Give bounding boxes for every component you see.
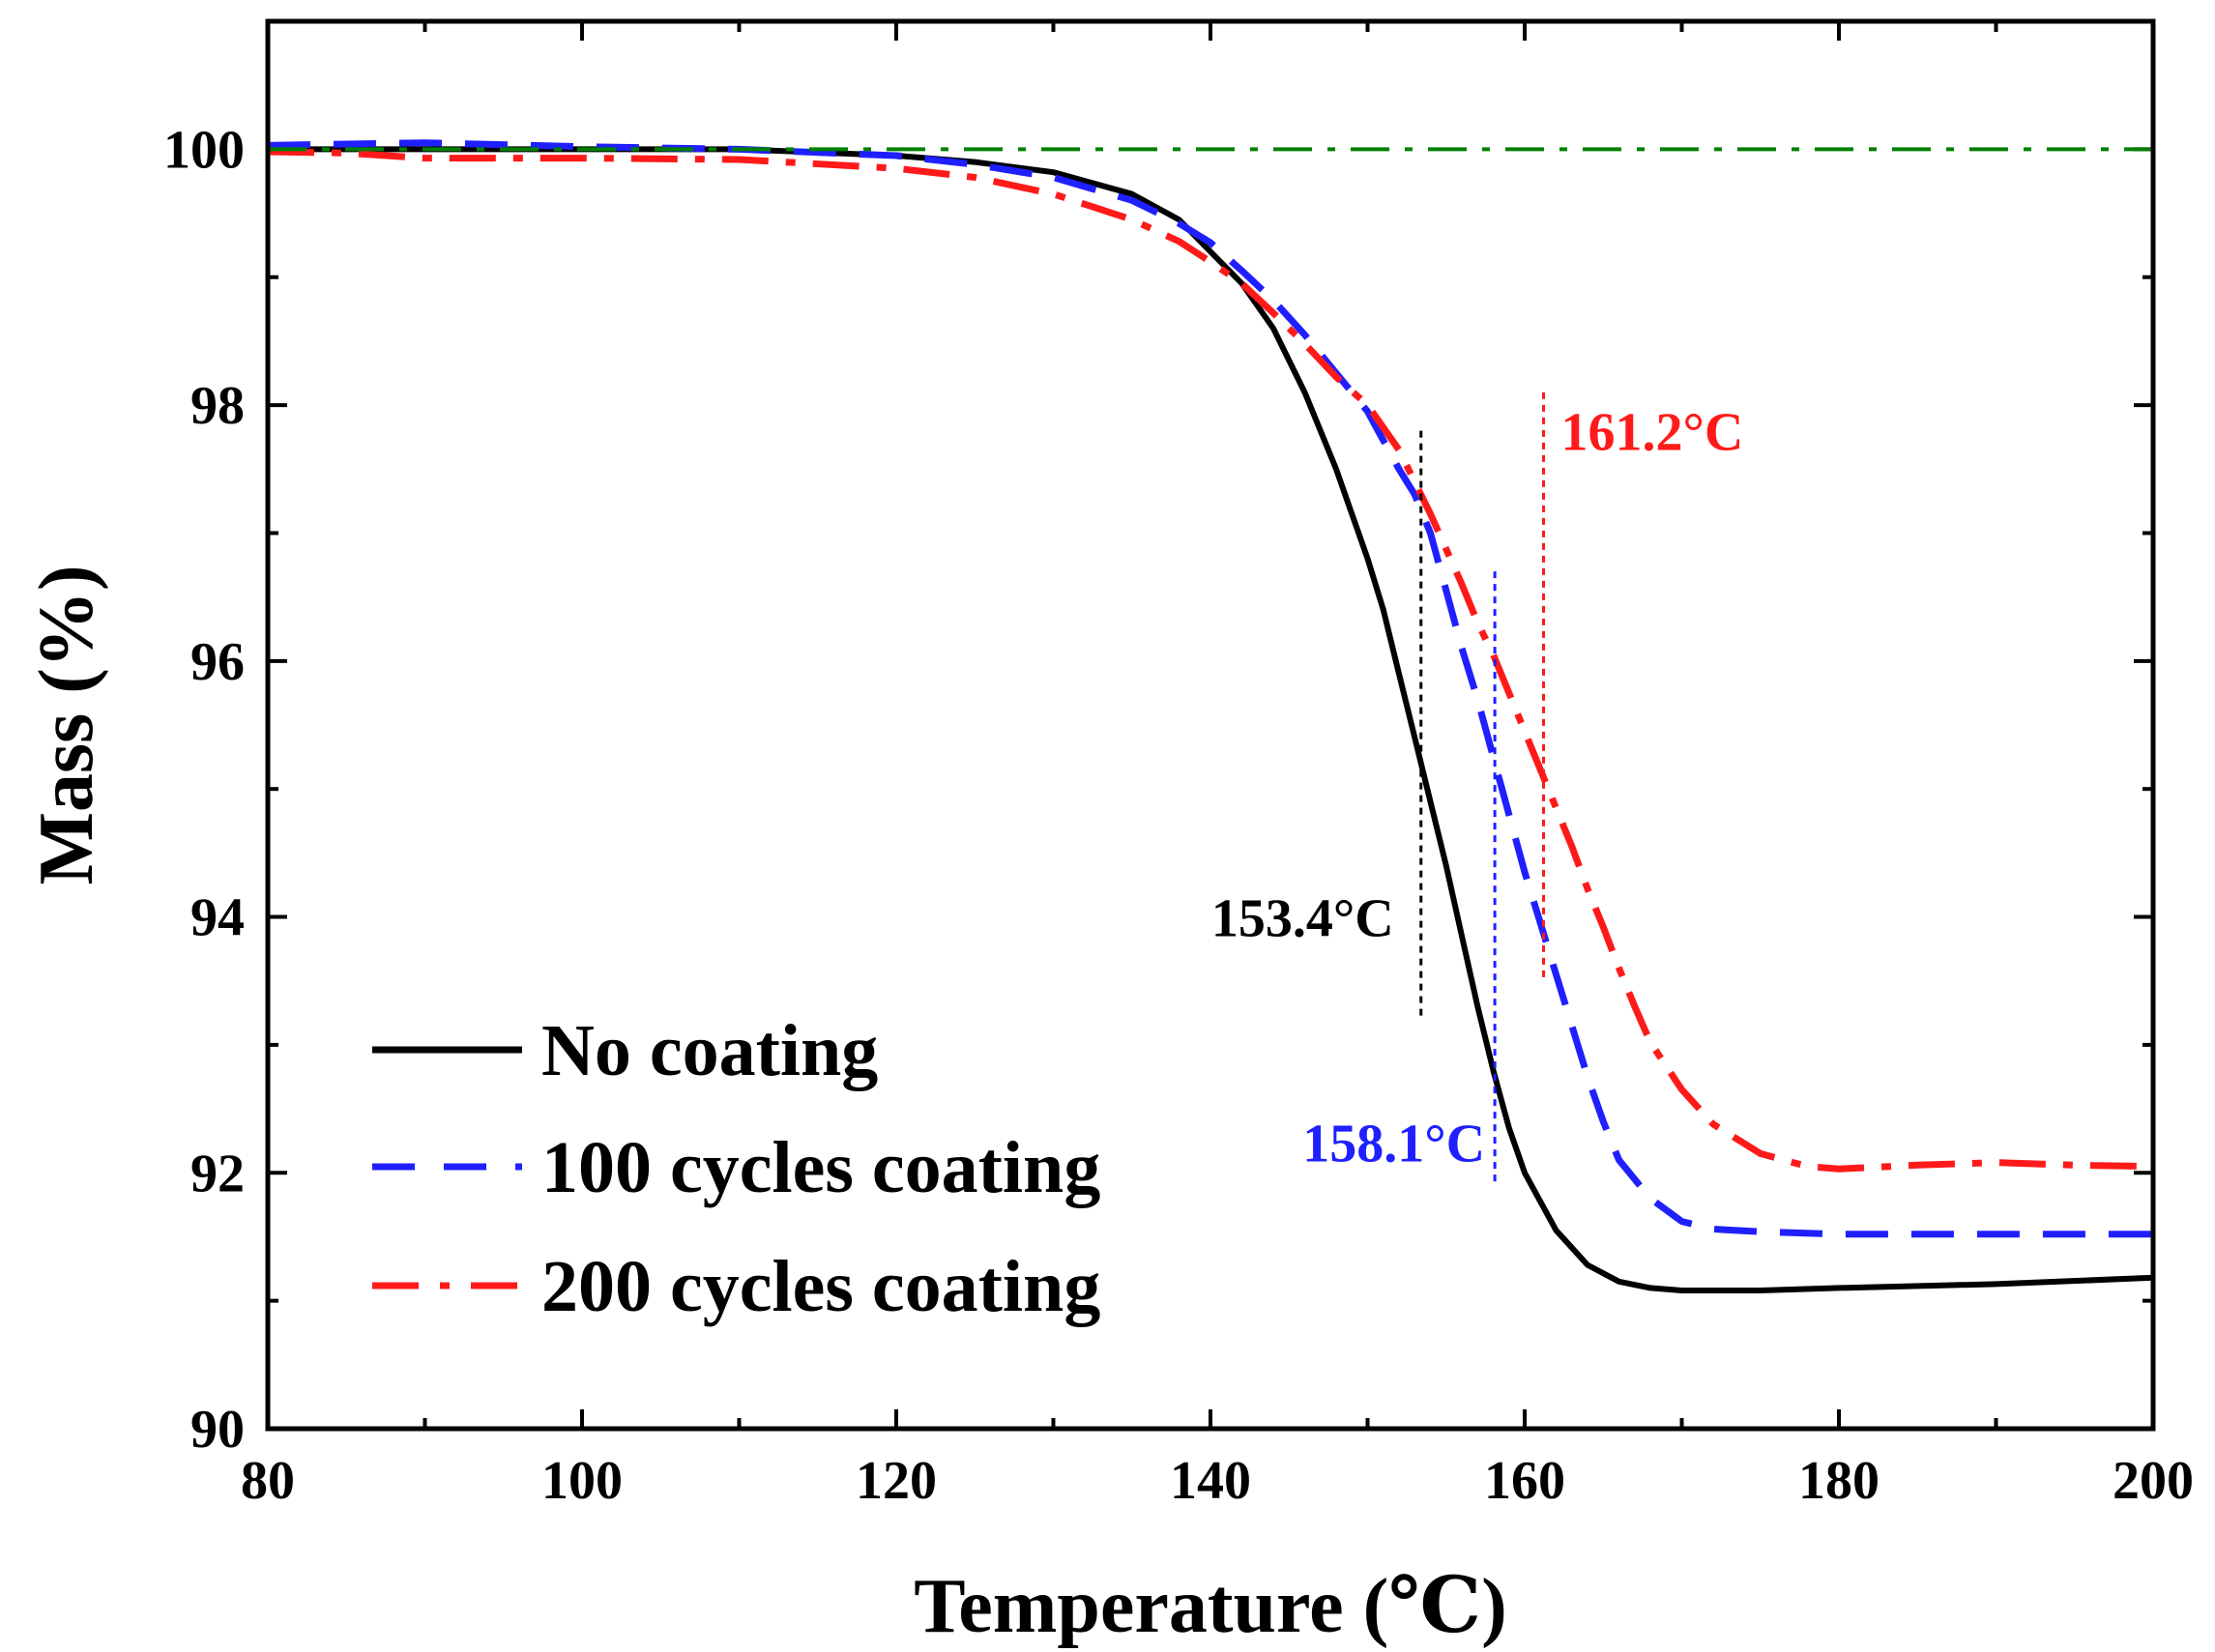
legend-label: No coating [541,1010,878,1091]
y-tick-label: 100 [163,120,245,180]
y-tick-label: 90 [190,1400,245,1460]
x-tick-label: 160 [1484,1451,1565,1511]
y-axis-title: Mass (%) [24,565,109,884]
legend-label: 100 cycles coating [541,1127,1100,1208]
y-tick-label: 92 [190,1144,245,1203]
x-tick-label: 100 [541,1451,623,1511]
x-tick-label: 80 [241,1451,295,1511]
onset-marker-label: 153.4°C [1211,889,1394,949]
x-tick-label: 120 [856,1451,937,1511]
markers-layer: 153.4°C 158.1°C 161.2°C [1211,391,1744,1186]
x-tick-label: 180 [1798,1451,1880,1511]
onset-marker-label: 161.2°C [1561,403,1744,463]
x-axis-title: Temperature (℃) [914,1564,1507,1649]
legend-layer: No coating 100 cycles coating 200 cycles c… [372,1010,1100,1327]
series-layer [267,139,2154,1293]
x-tick-label: 200 [2113,1451,2194,1511]
series-line-200-cycles-coating [267,148,2154,1173]
frame-layer [265,18,2156,1432]
x-tick-label: 140 [1170,1451,1251,1511]
plot-frame [265,18,2156,1432]
y-tick-label: 96 [190,632,245,692]
onset-marker-label: 158.1°C [1302,1114,1485,1174]
axes-layer: 80 100 120 140 160 180 200 90 92 94 96 98 100 Tempera… [24,19,2194,1649]
series-line-no-coating [268,146,2154,1293]
series-line-100-cycles-coating [267,139,2153,1238]
y-tick-label: 94 [190,888,245,948]
legend-label: 200 cycles coating [541,1246,1100,1327]
y-tick-label: 98 [190,376,245,436]
